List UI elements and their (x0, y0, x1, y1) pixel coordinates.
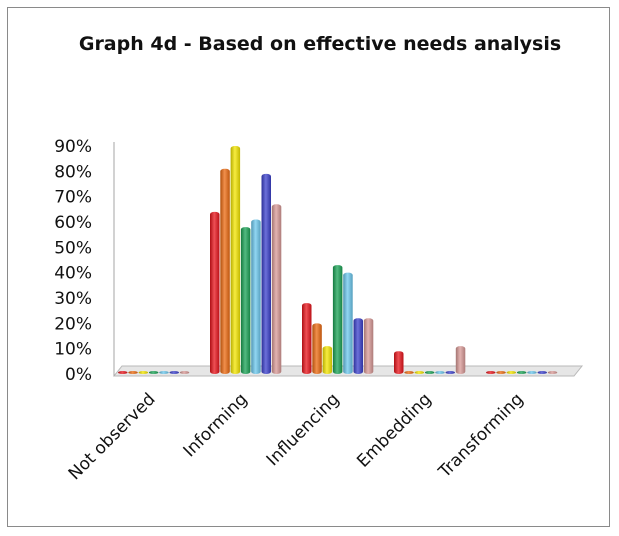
bar-transforming-series-4 (516, 371, 527, 374)
bar-embedding-series-5 (435, 371, 445, 374)
x-axis-labels: Not observed Informing Influencing Embeddin… (65, 389, 528, 484)
y-tick-label: 0% (65, 365, 92, 385)
bar-embedding-series-3 (414, 371, 425, 374)
y-tick-label: 70% (54, 188, 92, 208)
bar-informing-series-4 (240, 227, 251, 374)
y-tick-label: 30% (54, 289, 92, 309)
y-tick-label: 50% (54, 238, 92, 258)
bar-influencing-series-1 (302, 303, 312, 374)
y-tick-label: 40% (54, 264, 92, 284)
bar-not-observed-series-5 (159, 371, 169, 374)
bar-not-observed-series-2 (128, 371, 138, 374)
bar-influencing-series-6 (353, 318, 363, 374)
bar-embedding-series-2 (404, 371, 414, 374)
bar-influencing-series-3 (322, 346, 333, 374)
bars (118, 146, 558, 374)
x-category-label: Not observed (65, 389, 160, 484)
x-category-label: Informing (180, 389, 252, 461)
bar-influencing-series-5 (343, 272, 353, 374)
bar-influencing-series-2 (312, 323, 322, 374)
y-axis: 0% 10% 20% 30% 40% 50% 60% 70% 80% 90% (54, 137, 115, 385)
x-category-label: Transforming (434, 389, 527, 482)
bar-informing-series-2 (220, 168, 230, 374)
bar-not-observed-series-4 (148, 371, 159, 374)
bar-transforming-series-3 (506, 371, 517, 374)
bar-embedding-series-1 (394, 351, 404, 374)
bar-informing-series-7 (271, 204, 282, 374)
chart-frame (7, 7, 610, 527)
bar-not-observed-series-3 (138, 371, 149, 374)
bar-informing-series-6 (261, 173, 271, 374)
bar-transforming-series-7 (547, 371, 558, 374)
bar-not-observed-series-1 (118, 371, 128, 374)
bar-informing-series-5 (251, 219, 261, 374)
bar-transforming-series-5 (527, 371, 537, 374)
bar-embedding-series-4 (424, 371, 435, 374)
bar-transforming-series-6 (537, 371, 547, 374)
x-category-label: Embedding (353, 389, 435, 471)
x-category-label: Influencing (263, 389, 344, 470)
bar-influencing-series-7 (363, 318, 374, 374)
bar-influencing-series-4 (332, 265, 343, 374)
bar-embedding-series-7 (455, 346, 466, 374)
bar-informing-series-1 (210, 211, 220, 374)
y-tick-label: 60% (54, 213, 92, 233)
y-tick-label: 10% (54, 340, 92, 360)
y-tick-label: 90% (54, 137, 92, 157)
chart-title: Graph 4d - Based on effective needs anal… (78, 33, 562, 55)
bar-not-observed-series-6 (169, 371, 179, 374)
bar-embedding-series-6 (445, 371, 455, 374)
bar-transforming-series-2 (496, 371, 506, 374)
y-tick-label: 20% (54, 314, 92, 334)
bar-not-observed-series-7 (179, 371, 190, 374)
bar-informing-series-3 (230, 146, 241, 374)
bar-transforming-series-1 (486, 371, 496, 374)
y-tick-label: 80% (54, 162, 92, 182)
